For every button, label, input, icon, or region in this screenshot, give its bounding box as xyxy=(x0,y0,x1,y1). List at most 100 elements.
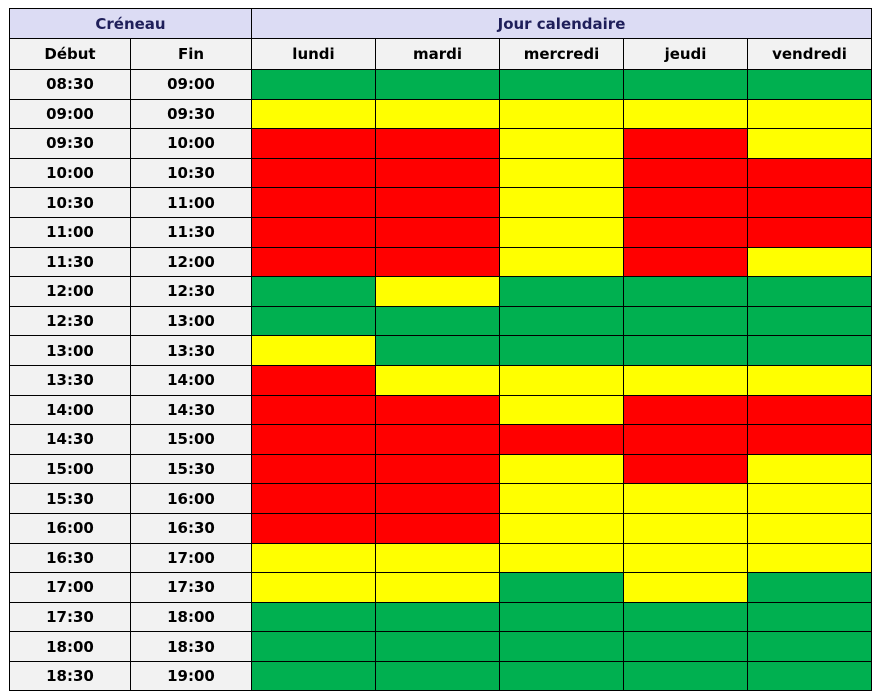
table-row: 18:00 18:30 xyxy=(9,631,872,662)
heat-cell-vendredi xyxy=(747,364,872,396)
heat-cell-lundi xyxy=(251,542,376,574)
heat-cell-mardi xyxy=(375,364,500,396)
slot-start-cell: 12:00 xyxy=(9,276,131,307)
heat-cell-mercredi xyxy=(499,335,624,366)
heat-cell-vendredi xyxy=(747,424,872,455)
slot-start-cell: 18:30 xyxy=(9,660,131,692)
heat-cell-mercredi xyxy=(499,98,624,130)
day-header-jeudi: jeudi xyxy=(623,38,748,70)
slot-start-cell: 18:00 xyxy=(9,631,131,662)
slot-start-cell: 09:00 xyxy=(9,98,131,130)
heat-cell-lundi xyxy=(251,453,376,485)
heat-cell-vendredi xyxy=(747,631,872,662)
heat-cell-lundi xyxy=(251,364,376,396)
slot-end-cell: 17:00 xyxy=(130,542,252,574)
heat-cell-lundi xyxy=(251,187,376,218)
heat-cell-mardi xyxy=(375,394,500,426)
slot-end-cell: 19:00 xyxy=(130,660,252,692)
heat-cell-lundi xyxy=(251,246,376,278)
slot-end-cell: 09:00 xyxy=(130,69,252,100)
heat-cell-jeudi xyxy=(623,364,748,396)
heat-cell-jeudi xyxy=(623,98,748,130)
heat-cell-jeudi xyxy=(623,483,748,514)
table-row: 12:00 12:30 xyxy=(9,276,872,307)
slot-end-cell: 12:00 xyxy=(130,246,252,278)
table-row: 11:00 11:30 xyxy=(9,216,872,248)
heat-cell-jeudi xyxy=(623,601,748,633)
heat-cell-jeudi xyxy=(623,453,748,485)
slot-group-header: Créneau xyxy=(9,8,252,39)
heat-cell-jeudi xyxy=(623,128,748,159)
heat-cell-mardi xyxy=(375,187,500,218)
heat-cell-vendredi xyxy=(747,483,872,514)
heat-cell-vendredi xyxy=(747,246,872,278)
heat-cell-lundi xyxy=(251,512,376,544)
slot-start-cell: 11:30 xyxy=(9,246,131,278)
heat-cell-jeudi xyxy=(623,246,748,278)
heat-cell-lundi xyxy=(251,216,376,248)
slot-start-cell: 14:30 xyxy=(9,424,131,455)
heat-cell-mercredi xyxy=(499,453,624,485)
table-row: 17:30 18:00 xyxy=(9,601,872,633)
heat-cell-mardi xyxy=(375,660,500,692)
heat-cell-jeudi xyxy=(623,424,748,455)
days-group-header: Jour calendaire xyxy=(251,8,872,39)
heat-cell-lundi xyxy=(251,98,376,130)
heat-cell-vendredi xyxy=(747,512,872,544)
slot-end-cell: 11:30 xyxy=(130,216,252,248)
heat-cell-lundi xyxy=(251,128,376,159)
heat-cell-mardi xyxy=(375,424,500,455)
slot-start-cell: 13:00 xyxy=(9,335,131,366)
heat-cell-vendredi xyxy=(747,276,872,307)
heat-cell-vendredi xyxy=(747,128,872,159)
heat-cell-jeudi xyxy=(623,69,748,100)
table-row: 08:30 09:00 xyxy=(9,69,872,100)
table-row: 11:30 12:00 xyxy=(9,246,872,278)
heat-cell-mardi xyxy=(375,69,500,100)
heat-cell-jeudi xyxy=(623,394,748,426)
heat-cell-lundi xyxy=(251,276,376,307)
heat-cell-mardi xyxy=(375,276,500,307)
heat-cell-mardi xyxy=(375,453,500,485)
table-row: 15:00 15:30 xyxy=(9,453,872,485)
heat-cell-vendredi xyxy=(747,572,872,603)
table-row: 14:30 15:00 xyxy=(9,424,872,455)
heat-cell-mercredi xyxy=(499,483,624,514)
heat-cell-mardi xyxy=(375,98,500,130)
heat-cell-lundi xyxy=(251,601,376,633)
slot-start-cell: 10:00 xyxy=(9,157,131,189)
heat-cell-mardi xyxy=(375,572,500,603)
slot-start-cell: 17:30 xyxy=(9,601,131,633)
heat-cell-vendredi xyxy=(747,157,872,189)
heat-cell-mercredi xyxy=(499,512,624,544)
heat-cell-mercredi xyxy=(499,276,624,307)
table-row: 13:00 13:30 xyxy=(9,335,872,366)
heat-cell-vendredi xyxy=(747,453,872,485)
slot-start-cell: 10:30 xyxy=(9,187,131,218)
heat-cell-mercredi xyxy=(499,572,624,603)
heat-cell-mercredi xyxy=(499,305,624,337)
heat-cell-jeudi xyxy=(623,216,748,248)
slot-end-cell: 10:30 xyxy=(130,157,252,189)
slot-end-cell: 18:30 xyxy=(130,631,252,662)
heat-cell-jeudi xyxy=(623,187,748,218)
end-header: Fin xyxy=(130,38,252,70)
heat-cell-mardi xyxy=(375,601,500,633)
heat-cell-mardi xyxy=(375,335,500,366)
heat-cell-mercredi xyxy=(499,69,624,100)
heat-cell-lundi xyxy=(251,69,376,100)
heat-cell-vendredi xyxy=(747,305,872,337)
heat-cell-mercredi xyxy=(499,187,624,218)
slot-end-cell: 11:00 xyxy=(130,187,252,218)
heat-cell-jeudi xyxy=(623,335,748,366)
heat-cell-vendredi xyxy=(747,601,872,633)
heat-cell-vendredi xyxy=(747,660,872,692)
heat-cell-lundi xyxy=(251,305,376,337)
heat-cell-mardi xyxy=(375,157,500,189)
table-row: 16:00 16:30 xyxy=(9,512,872,544)
start-header: Début xyxy=(9,38,131,70)
heat-cell-jeudi xyxy=(623,276,748,307)
heat-cell-jeudi xyxy=(623,512,748,544)
heat-cell-mercredi xyxy=(499,660,624,692)
slot-start-cell: 14:00 xyxy=(9,394,131,426)
